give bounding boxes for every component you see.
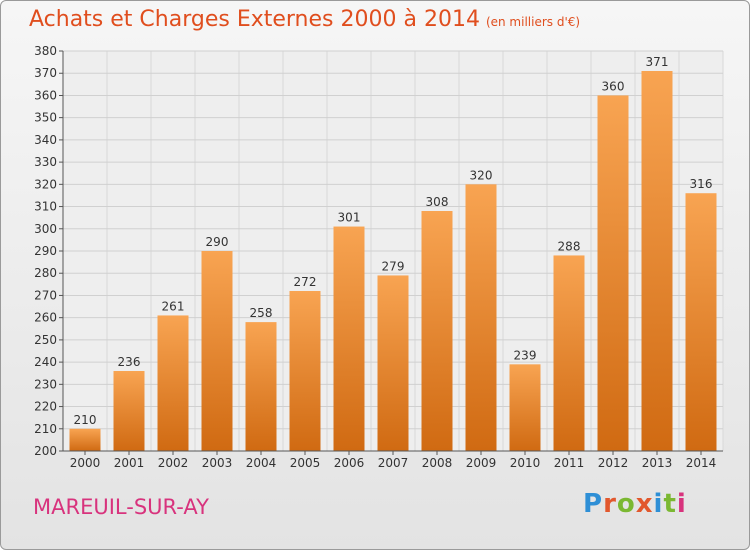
x-tick-label: 2002 <box>158 456 189 470</box>
logo-letter: P <box>583 489 604 519</box>
bar-2004 <box>245 322 277 451</box>
y-tick-label: 350 <box>34 111 57 125</box>
logo-letter: i <box>653 489 664 519</box>
data-label-2000: 210 <box>74 413 97 427</box>
data-label-2012: 360 <box>602 79 625 93</box>
x-tick-label: 2000 <box>70 456 101 470</box>
y-tick-label: 200 <box>34 444 57 458</box>
data-label-2011: 288 <box>558 239 581 253</box>
data-label-2007: 279 <box>382 259 405 273</box>
x-tick-label: 2006 <box>334 456 365 470</box>
bar-2011 <box>553 255 585 451</box>
data-label-2013: 371 <box>646 55 669 69</box>
y-tick-label: 300 <box>34 222 57 236</box>
y-tick-label: 340 <box>34 133 57 147</box>
x-tick-label: 2012 <box>598 456 629 470</box>
chart-subtitle: (en milliers d'€) <box>485 15 581 29</box>
bar-2002 <box>157 315 189 451</box>
y-tick-label: 330 <box>34 155 57 169</box>
data-label-2008: 308 <box>426 195 449 209</box>
logo-letter: x <box>635 489 654 519</box>
bar-2008 <box>421 211 453 451</box>
y-tick-label: 290 <box>34 244 57 258</box>
y-tick-label: 280 <box>34 266 57 280</box>
bar-2009 <box>465 184 497 452</box>
chart-title: Achats et Charges Externes 2000 à 2014 (e… <box>29 7 580 32</box>
data-label-2006: 301 <box>338 211 361 225</box>
x-tick-label: 2014 <box>686 456 717 470</box>
y-tick-label: 370 <box>34 66 57 80</box>
y-tick-label: 220 <box>34 400 57 414</box>
bar-2010 <box>509 364 541 451</box>
bar-2003 <box>201 251 233 451</box>
logo-letter: o <box>616 489 636 519</box>
x-tick-label: 2005 <box>290 456 321 470</box>
logo-letter: r <box>603 489 617 519</box>
x-tick-label: 2008 <box>422 456 453 470</box>
y-tick-label: 270 <box>34 288 57 302</box>
y-tick-label: 360 <box>34 88 57 102</box>
bar-2007 <box>377 275 409 451</box>
data-label-2014: 316 <box>690 177 713 191</box>
y-tick-label: 320 <box>34 177 57 191</box>
y-tick-label: 250 <box>34 333 57 347</box>
bar-2014 <box>685 193 717 451</box>
data-label-2001: 236 <box>118 355 141 369</box>
y-tick-label: 260 <box>34 311 57 325</box>
x-tick-label: 2013 <box>642 456 673 470</box>
bar-2000 <box>69 428 101 451</box>
x-tick-label: 2007 <box>378 456 409 470</box>
bar-2012 <box>597 95 629 451</box>
data-label-2002: 261 <box>162 299 185 313</box>
place-name: MAREUIL-SUR-AY <box>33 495 209 519</box>
bar-2005 <box>289 291 321 451</box>
axes: 200 210 220 230 240 250 260 270 280 290 300 310 320 3… <box>34 44 723 470</box>
bar-2006 <box>333 226 365 451</box>
x-tick-label: 2004 <box>246 456 277 470</box>
data-label-2004: 258 <box>250 306 273 320</box>
bar-2013 <box>641 71 673 451</box>
y-tick-label: 240 <box>34 355 57 369</box>
y-tick-label: 210 <box>34 422 57 436</box>
x-tick-label: 2001 <box>114 456 145 470</box>
proxiti-logo: Proxiti <box>583 489 687 519</box>
x-tick-label: 2003 <box>202 456 233 470</box>
logo-letter: t <box>663 489 677 519</box>
y-tick-label: 380 <box>34 44 57 58</box>
data-label-2009: 320 <box>470 168 493 182</box>
chart-title-text: Achats et Charges Externes 2000 à 2014 <box>29 7 480 32</box>
data-label-2010: 239 <box>514 348 537 362</box>
logo-letter: i <box>676 489 687 519</box>
x-tick-label: 2010 <box>510 456 541 470</box>
x-tick-label: 2011 <box>554 456 585 470</box>
x-tick-label: 2009 <box>466 456 497 470</box>
bar-2001 <box>113 371 145 451</box>
data-label-2003: 290 <box>206 235 229 249</box>
bars: 210 236 261 290 258 272 301 279 308 320 239 288 360 3… <box>69 55 717 452</box>
data-label-2005: 272 <box>294 275 317 289</box>
y-tick-label: 310 <box>34 200 57 214</box>
y-tick-label: 230 <box>34 377 57 391</box>
